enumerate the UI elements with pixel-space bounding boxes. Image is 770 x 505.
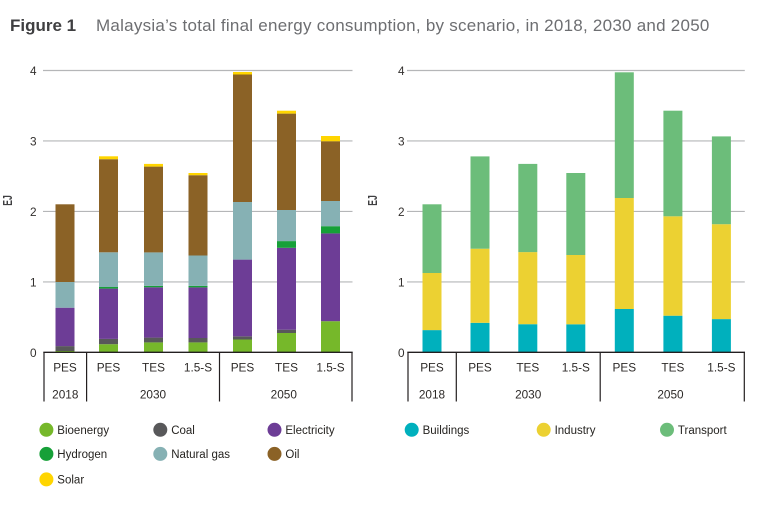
svg-text:2050: 2050 [657,388,684,402]
svg-text:Solar: Solar [57,475,84,487]
svg-text:3: 3 [30,135,37,149]
svg-text:EJ: EJ [0,195,15,206]
svg-text:1.5-S: 1.5-S [184,360,212,374]
svg-text:PES: PES [97,360,121,374]
svg-text:TES: TES [275,360,298,374]
svg-text:Malaysia’s total final energy: Malaysia’s total final energy consumptio… [96,16,710,35]
svg-text:3: 3 [398,135,405,149]
svg-text:Electricity: Electricity [285,425,334,437]
svg-text:Figure 1: Figure 1 [10,16,76,35]
svg-text:Bioenergy: Bioenergy [57,425,109,437]
svg-text:PES: PES [231,360,255,374]
svg-text:1.5-S: 1.5-S [562,360,590,374]
svg-text:Coal: Coal [171,425,195,437]
svg-text:0: 0 [30,346,37,360]
svg-text:Buildings: Buildings [423,425,470,437]
svg-text:Oil: Oil [285,449,299,461]
svg-text:Natural gas: Natural gas [171,449,230,461]
svg-text:PES: PES [53,360,77,374]
svg-text:0: 0 [398,346,405,360]
svg-text:1.5-S: 1.5-S [316,360,344,374]
svg-text:2: 2 [30,205,37,219]
svg-text:2018: 2018 [52,388,79,402]
svg-text:1: 1 [30,276,37,290]
svg-text:TES: TES [516,360,539,374]
svg-text:1: 1 [398,276,405,290]
svg-text:PES: PES [420,360,444,374]
svg-text:TES: TES [142,360,165,374]
svg-text:4: 4 [30,64,37,78]
svg-text:EJ: EJ [365,195,380,206]
svg-text:2030: 2030 [140,388,167,402]
svg-text:PES: PES [468,360,492,374]
svg-text:2050: 2050 [271,388,298,402]
svg-text:1.5-S: 1.5-S [707,360,735,374]
svg-text:2: 2 [398,205,405,219]
svg-text:Transport: Transport [678,425,728,437]
svg-text:4: 4 [398,64,405,78]
svg-text:2018: 2018 [419,388,446,402]
svg-text:Industry: Industry [555,425,596,437]
svg-text:Hydrogen: Hydrogen [57,449,107,461]
svg-text:TES: TES [661,360,684,374]
svg-text:PES: PES [612,360,636,374]
svg-text:2030: 2030 [515,388,542,402]
